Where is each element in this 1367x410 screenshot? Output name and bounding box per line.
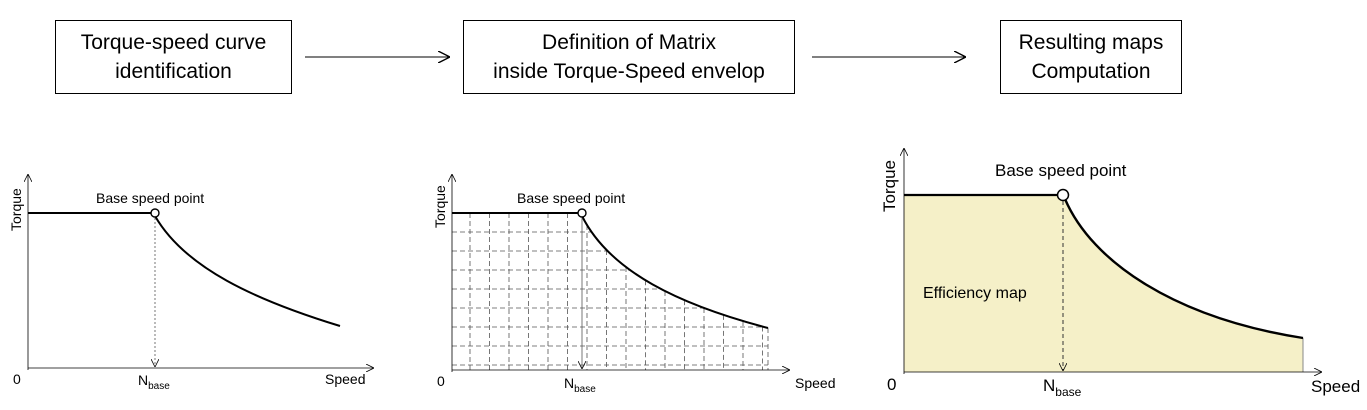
step-box-torque-speed: Torque-speed curve identification: [55, 20, 292, 94]
step-box-line: Resulting maps: [1018, 31, 1164, 54]
nbase-main: N: [138, 372, 148, 388]
nbase-main: N: [1043, 376, 1055, 395]
nbase-label: Nbase: [138, 372, 170, 392]
y-axis-label: Torque: [432, 185, 448, 228]
step-box-maps: Resulting maps Computation: [1000, 20, 1182, 94]
base-speed-point-marker: [150, 208, 160, 218]
power-limit-curve: [581, 215, 769, 329]
base-speed-point-marker: [1056, 188, 1070, 202]
power-limit-curve: [1063, 198, 1304, 340]
nbase-sub: base: [574, 384, 596, 395]
nbase-main: N: [564, 375, 574, 391]
step-box-line: Definition of Matrix: [542, 31, 716, 54]
nbase-label: Nbase: [564, 375, 596, 395]
y-axis-label: Torque: [8, 188, 24, 231]
efficiency-map-label: Efficiency map: [923, 285, 1027, 302]
y-axis-label: Torque: [880, 160, 899, 212]
step-box-line: Computation: [1031, 60, 1151, 83]
origin-label: 0: [437, 373, 445, 389]
step-box-line: identification: [115, 60, 232, 83]
efficiency-map-region: [904, 195, 1303, 372]
plot-resulting-maps: Base speed point Efficiency map Torque S…: [880, 148, 1360, 399]
nbase-sub: base: [1055, 385, 1081, 399]
nbase-label: Nbase: [1043, 376, 1082, 399]
step-box-line: inside Torque-Speed envelop: [493, 60, 765, 83]
matrix-grid: [452, 213, 769, 370]
x-axis-label: Speed: [325, 371, 365, 387]
origin-label: 0: [13, 371, 21, 387]
base-speed-point-label: Base speed point: [517, 190, 625, 206]
step-box-line: Torque-speed curve: [80, 31, 267, 54]
x-axis-label: Speed: [795, 375, 835, 391]
plot-matrix-definition: Base speed point Torque Speed 0 Nbase: [432, 174, 835, 395]
origin-label: 0: [887, 375, 896, 394]
base-speed-point-label: Base speed point: [96, 190, 204, 206]
plot-torque-speed-curve: Base speed point Torque Speed 0 Nbase: [8, 174, 374, 392]
x-axis-label: Speed: [1311, 377, 1360, 396]
base-speed-point-marker: [577, 208, 587, 218]
base-speed-point-label: Base speed point: [995, 161, 1127, 180]
power-limit-curve: [154, 215, 341, 327]
nbase-sub: base: [148, 381, 170, 392]
step-box-matrix: Definition of Matrix inside Torque-Speed…: [463, 20, 795, 94]
